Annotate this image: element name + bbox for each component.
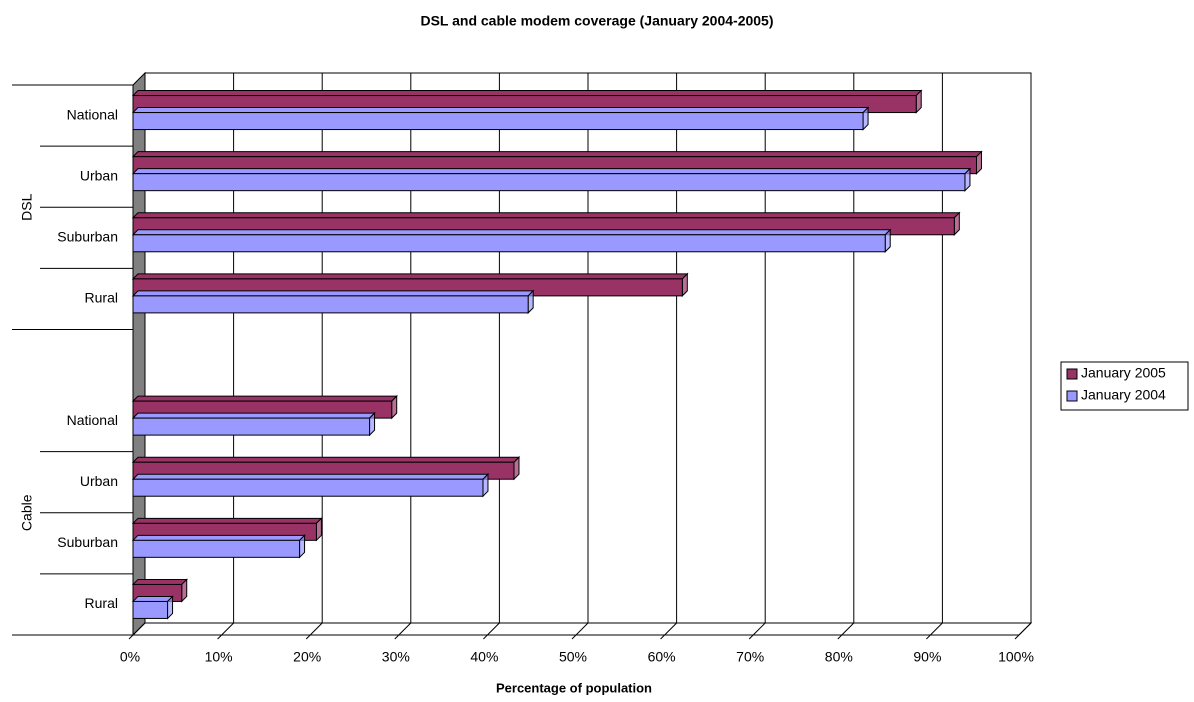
bar-top — [131, 90, 923, 97]
bar-top — [131, 412, 376, 419]
x-tick-label: 30% — [382, 649, 410, 665]
bar-front — [132, 417, 371, 436]
bar-top — [131, 290, 535, 297]
legend-label: January 2004 — [1081, 387, 1166, 403]
bar-front — [132, 234, 886, 253]
y-tick-label: Rural — [85, 290, 118, 306]
floor-grid — [398, 622, 412, 636]
y-tick-label: Rural — [85, 595, 118, 611]
legend-swatch — [1066, 390, 1078, 402]
floor-grid — [930, 622, 943, 636]
tick-mark — [394, 634, 400, 640]
bar-front — [132, 478, 484, 497]
bar-top — [131, 517, 323, 524]
bar — [131, 228, 892, 253]
x-tick-label: 0% — [120, 649, 140, 665]
tick-mark — [926, 634, 931, 640]
tick-mark — [305, 634, 311, 640]
x-axis-title: Percentage of population — [496, 680, 652, 695]
bar-top — [131, 229, 892, 236]
floor-grid — [575, 622, 589, 636]
bar-top — [131, 273, 689, 280]
y-tick-label: Urban — [80, 473, 118, 489]
floor-grid — [1018, 622, 1032, 636]
bar-top — [131, 212, 961, 219]
tick-mark — [660, 634, 665, 640]
x-tick-label: 20% — [293, 649, 321, 665]
x-tick-label: 70% — [736, 649, 764, 665]
group-label: Cable — [19, 494, 35, 531]
x-tick-label: 80% — [825, 649, 853, 665]
y-tick-label: Suburban — [57, 228, 118, 244]
bar-top — [131, 456, 521, 463]
chart-title: DSL and cable modem coverage (January 20… — [420, 13, 773, 29]
bar — [131, 595, 174, 620]
legend-label: January 2005 — [1081, 365, 1166, 381]
floor-grid — [221, 622, 234, 636]
bar-front — [132, 173, 966, 192]
bar-top — [131, 473, 490, 480]
tick-mark — [748, 634, 754, 640]
bar-front — [132, 295, 529, 314]
bar-top — [131, 151, 983, 158]
group-label: DSL — [19, 193, 35, 220]
bar — [131, 534, 306, 559]
floor-grid — [841, 622, 855, 636]
bar-top — [131, 107, 870, 114]
tick-mark — [571, 634, 577, 640]
y-tick-label: Suburban — [57, 534, 118, 550]
tick-mark — [483, 634, 488, 640]
tick-mark — [837, 634, 843, 640]
x-tick-label: 10% — [205, 649, 233, 665]
y-tick-label: National — [67, 106, 118, 122]
x-tick-label: 100% — [998, 649, 1034, 665]
bar — [131, 167, 972, 192]
floor-grid — [752, 622, 766, 636]
bar-front — [132, 600, 169, 619]
x-tick-label: 90% — [913, 649, 941, 665]
floor-grid — [309, 622, 323, 636]
y-tick-label: Urban — [80, 167, 118, 183]
bar-front — [132, 112, 864, 131]
floor-grid — [132, 622, 146, 636]
floor-grid — [487, 622, 500, 636]
x-tick-label: 50% — [559, 649, 587, 665]
bar-top — [131, 395, 398, 402]
bar — [131, 411, 376, 437]
bar-top — [131, 168, 972, 175]
tick-mark — [1014, 634, 1020, 640]
bar — [131, 289, 535, 315]
bar-top — [131, 534, 306, 541]
bar-front — [132, 539, 301, 558]
bar-top — [131, 578, 188, 585]
bar-top — [131, 595, 174, 602]
tick-mark — [128, 634, 134, 640]
bar — [131, 106, 870, 131]
tick-mark — [217, 634, 222, 640]
y-tick-label: National — [67, 412, 118, 428]
legend-swatch — [1066, 368, 1078, 380]
legend-box — [1060, 361, 1189, 411]
x-tick-label: 60% — [648, 649, 676, 665]
bar — [131, 473, 490, 498]
floor-grid — [664, 622, 677, 636]
x-tick-label: 40% — [470, 649, 498, 665]
